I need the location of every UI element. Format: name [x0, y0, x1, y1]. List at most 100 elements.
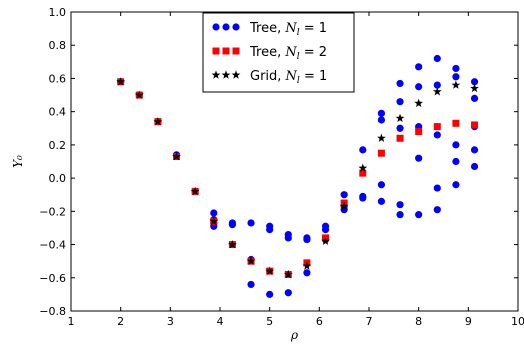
star-point [339, 201, 349, 211]
square-point [471, 121, 479, 129]
circle-point [247, 219, 255, 227]
circle-point [415, 83, 423, 91]
circle-point [247, 280, 255, 289]
y-axis-label: Y₀ [11, 155, 25, 168]
circle-point [396, 124, 404, 132]
x-tick-label: 7 [366, 315, 373, 328]
legend-marker [221, 70, 231, 79]
star-point [153, 117, 163, 126]
circle-point [359, 146, 367, 154]
star-point [321, 236, 330, 245]
x-tick-label: 10 [511, 315, 524, 328]
star-point [209, 216, 219, 225]
star-point [228, 240, 237, 249]
legend-label: Tree, Nl = 2 [249, 45, 327, 62]
circle-point [303, 269, 311, 277]
legend: Tree, Nl = 1 Tree, Nl = 2 Grid, Nl = 1 [202, 12, 355, 93]
circle-point [452, 141, 460, 149]
tick-lines [70, 11, 519, 312]
y-tick-label: −0.6 [39, 272, 66, 285]
legend-marker [212, 47, 220, 55]
star-point [470, 83, 479, 93]
star-point [283, 269, 293, 279]
y-tick-label: 0.8 [49, 39, 67, 52]
star-point [172, 151, 181, 161]
legend-marker [232, 47, 240, 55]
star-point [432, 87, 442, 96]
circle-point [210, 209, 218, 217]
legend-entry: Tree, Nl = 1 [212, 21, 327, 38]
x-tick-label: 6 [316, 315, 323, 328]
square-point [452, 119, 460, 127]
x-tick-label: 8 [415, 315, 422, 328]
circle-point [470, 162, 479, 171]
square-point [415, 128, 423, 136]
circle-point [433, 131, 441, 139]
circle-point [321, 226, 330, 234]
series-3 [116, 77, 479, 279]
circle-point [452, 157, 460, 166]
legend-marker [232, 23, 240, 31]
y-tick-label: 0.2 [49, 139, 67, 152]
circle-point [284, 289, 292, 297]
star-point [134, 90, 144, 99]
circle-point [470, 78, 479, 86]
star-point [265, 266, 274, 275]
circle-point [377, 197, 386, 205]
circle-point [377, 116, 386, 124]
star-point [395, 113, 405, 122]
square-point [377, 149, 385, 157]
legend-marker [211, 70, 221, 79]
y-tick-label: 0.4 [49, 106, 67, 119]
star-point [451, 80, 461, 89]
x-tick-label: 5 [266, 315, 273, 328]
x-tick-label: 2 [117, 315, 124, 328]
x-axis-label: ρ [290, 328, 298, 342]
x-tick-label: 9 [465, 315, 472, 328]
circle-point [396, 79, 404, 88]
star-point [358, 163, 368, 172]
circle-point [228, 221, 237, 229]
legend-entry: Grid, Nl = 1 [211, 69, 327, 86]
square-point [359, 169, 367, 177]
circle-point [377, 109, 386, 117]
legend-marker [222, 47, 230, 55]
square-point [396, 134, 404, 142]
y-tick-label: 1.0 [49, 6, 67, 19]
y-tick-label: 0.6 [49, 72, 67, 85]
x-tick-label: 3 [167, 315, 174, 328]
star-point [377, 133, 386, 142]
circle-point [266, 290, 274, 298]
circle-point [470, 146, 479, 154]
plot-frame [70, 11, 519, 312]
y-tick-label: −0.8 [39, 305, 66, 318]
tick-labels: 1 2 3 4 5 6 7 8 9 10 1.0 0.8 0.6 0.4 0.2 0.0 −0.2 −0.4 −0.… [39, 6, 524, 328]
circle-point [452, 181, 460, 189]
x-tick-label: 1 [68, 315, 75, 328]
star-point [116, 77, 125, 86]
circle-point [396, 201, 404, 209]
circle-point [452, 64, 460, 73]
circle-point [415, 211, 423, 219]
circle-point [433, 206, 441, 214]
plot-marks [116, 54, 479, 298]
legend-label: Grid, Nl = 1 [250, 69, 327, 86]
star-point [414, 98, 423, 108]
x-tick-label: 4 [217, 315, 224, 328]
circle-point [396, 98, 404, 106]
star-point [302, 261, 312, 270]
circle-point [284, 234, 292, 242]
circle-point [415, 63, 423, 71]
legend-label: Tree, Nl = 1 [249, 21, 327, 38]
y-tick-label: −0.2 [39, 205, 66, 218]
series-2 [117, 78, 479, 278]
square-point [433, 123, 441, 131]
y-tick-label: 0.0 [49, 172, 67, 185]
star-point [190, 186, 200, 196]
circle-point [433, 81, 441, 89]
circle-point [303, 235, 311, 244]
circle-point [433, 54, 441, 63]
circle-point [359, 194, 367, 202]
star-point [246, 256, 256, 265]
circle-point [340, 191, 348, 199]
